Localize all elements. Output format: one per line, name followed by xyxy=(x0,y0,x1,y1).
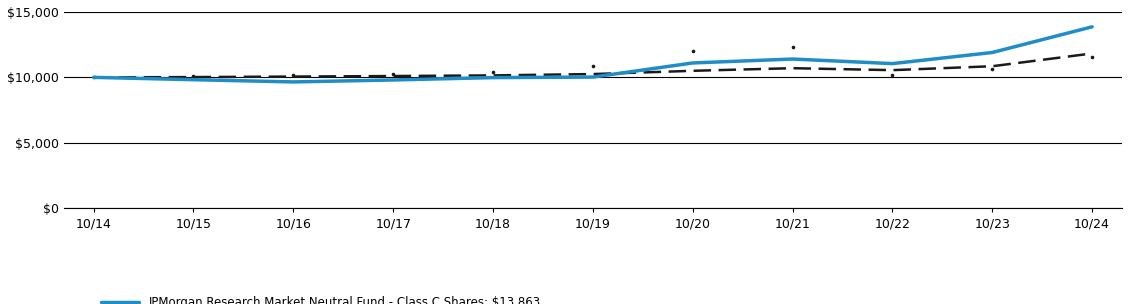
Legend: JPMorgan Research Market Neutral Fund - Class C Shares: $13,863, Bloomberg U.S. : JPMorgan Research Market Neutral Fund - … xyxy=(102,296,541,304)
